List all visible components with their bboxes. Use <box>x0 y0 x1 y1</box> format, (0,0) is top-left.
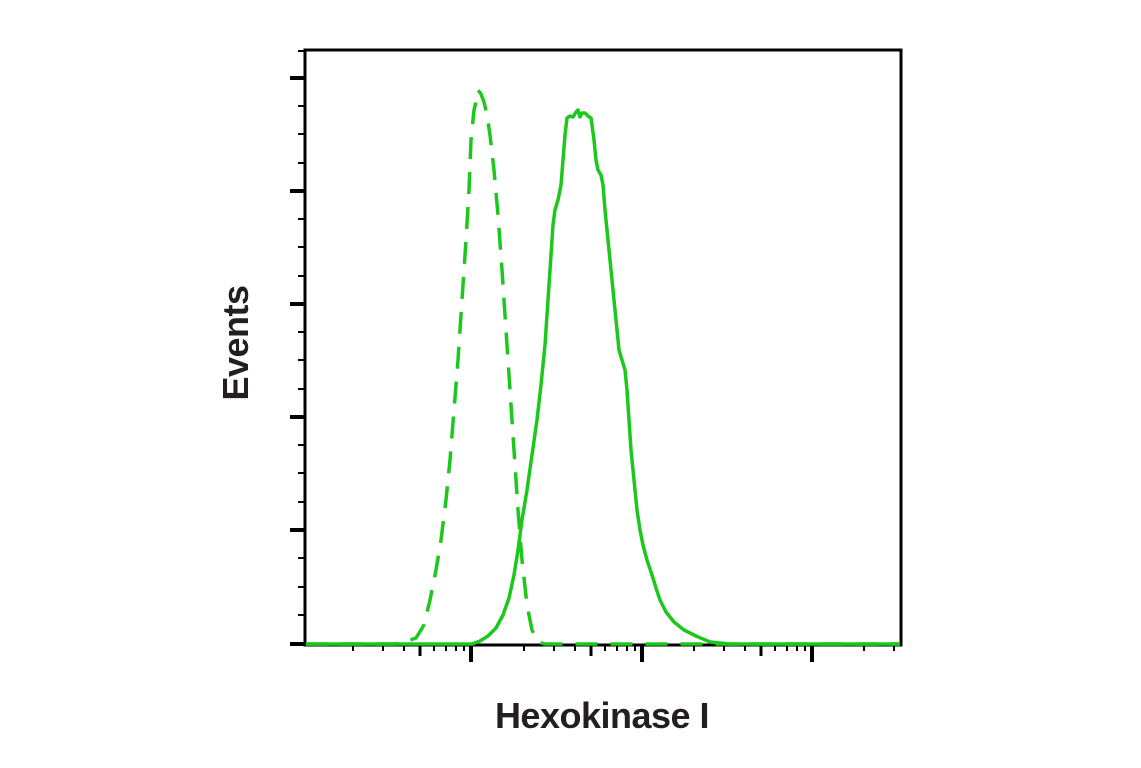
x-axis-title: Hexokinase I <box>494 695 710 736</box>
plot-frame <box>303 48 903 647</box>
y-axis-title: Events <box>215 285 256 401</box>
y-axis-ticks <box>290 50 305 646</box>
hexokinase-histogram-curve <box>306 108 900 646</box>
control-histogram-curve <box>306 88 900 646</box>
x-axis-ticks <box>352 645 895 662</box>
